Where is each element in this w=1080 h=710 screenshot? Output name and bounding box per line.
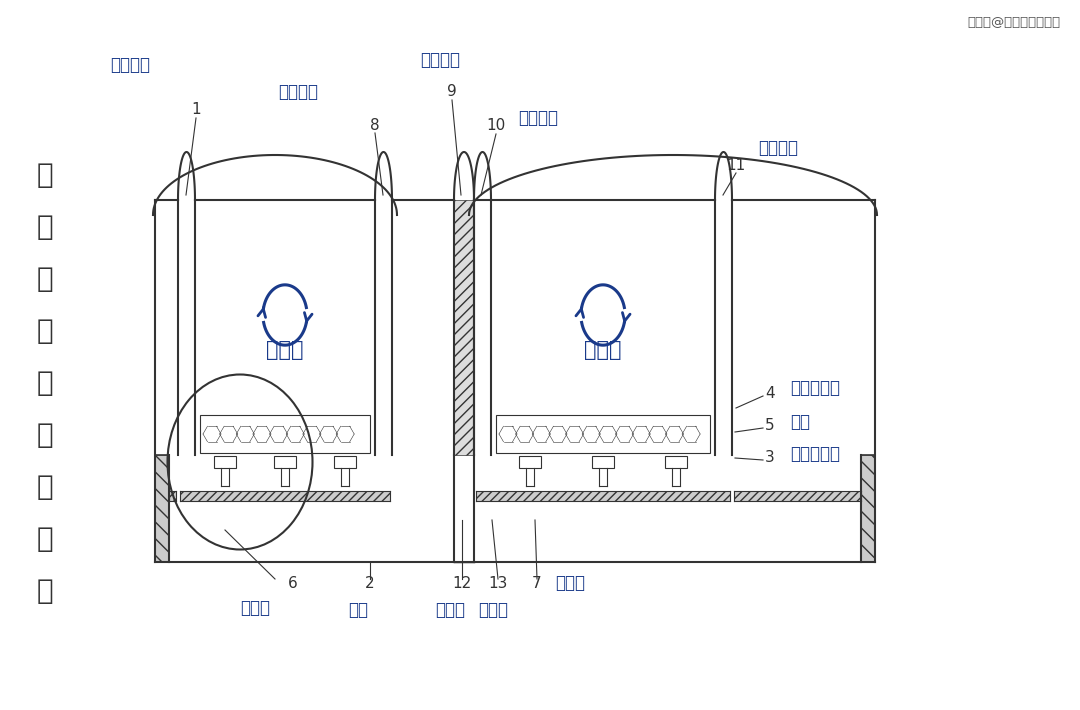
- Text: 第四玻璃: 第四玻璃: [758, 139, 798, 157]
- Text: 13: 13: [488, 576, 508, 591]
- Text: 1: 1: [191, 102, 201, 117]
- Text: 两: 两: [37, 265, 53, 293]
- Text: 2: 2: [365, 576, 375, 591]
- Polygon shape: [665, 456, 687, 468]
- Text: 部: 部: [37, 525, 53, 553]
- Text: 第二玻璃: 第二玻璃: [278, 83, 318, 101]
- Text: 窗框: 窗框: [348, 601, 368, 619]
- Text: 玻: 玻: [37, 213, 53, 241]
- Text: 件: 件: [37, 577, 53, 605]
- Text: 腔: 腔: [37, 317, 53, 345]
- Polygon shape: [156, 455, 168, 562]
- Text: 夹角膜层: 夹角膜层: [420, 51, 460, 69]
- Polygon shape: [496, 415, 710, 453]
- Text: 构: 构: [37, 473, 53, 501]
- Text: 热传导: 热传导: [584, 340, 622, 360]
- Text: 窗: 窗: [37, 369, 53, 397]
- Text: 卡块: 卡块: [789, 413, 810, 431]
- Text: 8: 8: [370, 117, 380, 133]
- Text: 3: 3: [765, 451, 774, 466]
- Text: 9: 9: [447, 84, 457, 99]
- Text: 11: 11: [727, 158, 745, 173]
- Text: 第三玻璃: 第三玻璃: [518, 109, 558, 127]
- Text: 分子塞: 分子塞: [435, 601, 465, 619]
- Polygon shape: [454, 200, 474, 455]
- Text: 6: 6: [288, 576, 298, 591]
- Text: 4: 4: [766, 386, 774, 400]
- Text: 5: 5: [766, 417, 774, 432]
- Polygon shape: [200, 415, 370, 453]
- Text: 暖边条: 暖边条: [240, 599, 270, 617]
- Polygon shape: [518, 456, 541, 468]
- Text: 四: 四: [37, 161, 53, 189]
- Text: 组: 组: [37, 421, 53, 449]
- Text: 12: 12: [453, 576, 472, 591]
- Polygon shape: [334, 456, 356, 468]
- Polygon shape: [214, 456, 237, 468]
- Polygon shape: [180, 491, 390, 501]
- Text: 第一玻璃: 第一玻璃: [110, 56, 150, 74]
- Text: 定位块: 定位块: [555, 574, 585, 592]
- Polygon shape: [734, 491, 861, 501]
- Text: 热传导: 热传导: [267, 340, 303, 360]
- Text: 橡胶减震垫: 橡胶减震垫: [789, 445, 840, 463]
- Polygon shape: [476, 491, 730, 501]
- Text: 搜狐号@搜狐焦点池州站: 搜狐号@搜狐焦点池州站: [967, 16, 1059, 28]
- Text: 7: 7: [532, 576, 542, 591]
- Text: 限位块: 限位块: [478, 601, 508, 619]
- Polygon shape: [274, 456, 296, 468]
- Polygon shape: [861, 455, 875, 562]
- Text: 10: 10: [486, 119, 505, 133]
- Polygon shape: [592, 456, 615, 468]
- Text: 橡胶密封条: 橡胶密封条: [789, 379, 840, 397]
- Polygon shape: [168, 491, 176, 501]
